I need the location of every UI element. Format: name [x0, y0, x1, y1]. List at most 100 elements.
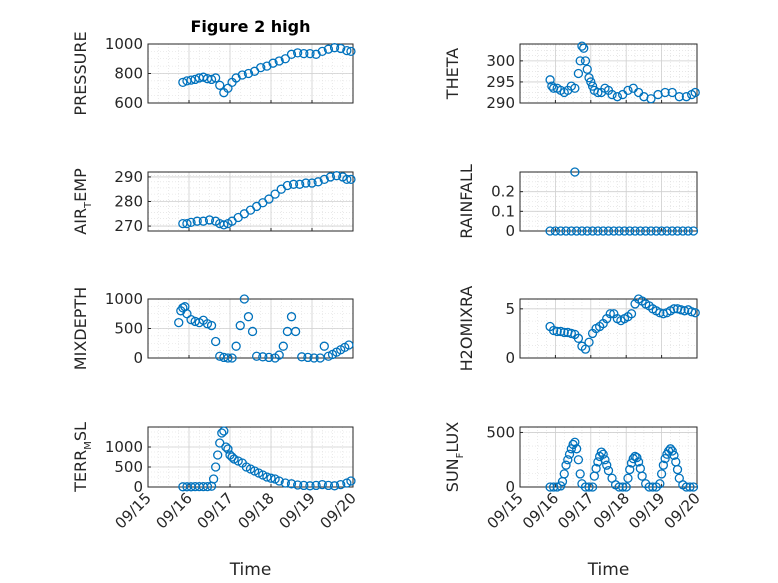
data-point	[307, 178, 317, 188]
data-point	[346, 46, 356, 57]
data-point	[593, 87, 603, 98]
y-axis-label: RAINFALL	[457, 164, 476, 239]
data-point	[623, 85, 633, 96]
data-point	[580, 482, 591, 492]
data-point	[342, 45, 352, 56]
data-point	[202, 481, 213, 492]
data-point	[609, 226, 619, 236]
data-point	[329, 43, 340, 53]
data-point	[580, 56, 591, 66]
data-point	[231, 341, 241, 351]
chart-title: Figure 2 high	[191, 17, 311, 36]
y-tick-label: 295	[486, 73, 515, 91]
y-axis-label: SUNFLUX	[443, 422, 466, 492]
data-point	[264, 194, 274, 204]
data-point	[323, 44, 334, 54]
data-point	[564, 449, 575, 459]
data-point	[690, 87, 700, 98]
x-tick-label: 09/16	[153, 489, 196, 532]
data-point	[303, 352, 313, 363]
x-tick-label: 09/18	[590, 489, 633, 532]
data-point	[607, 89, 617, 100]
data-point	[221, 442, 231, 452]
data-point	[247, 326, 258, 337]
data-point	[679, 306, 690, 316]
axes-box	[519, 171, 698, 232]
data-point	[262, 472, 272, 482]
data-point	[280, 478, 291, 488]
data-point	[288, 179, 299, 189]
data-point	[329, 481, 340, 491]
data-point	[305, 481, 315, 491]
data-point	[573, 333, 584, 343]
data-point	[658, 460, 669, 470]
y-tick-label: 0	[133, 478, 143, 496]
data-point	[600, 455, 610, 465]
data-point	[630, 226, 640, 236]
data-point	[190, 74, 200, 85]
data-point	[204, 215, 215, 225]
data-point	[299, 48, 309, 59]
data-point	[282, 180, 293, 191]
data-point	[556, 226, 566, 236]
y-tick-label: 1000	[105, 290, 143, 308]
data-point	[237, 70, 247, 80]
data-point	[346, 476, 356, 486]
y-tick-label: 0.1	[491, 202, 515, 220]
data-point	[210, 73, 221, 83]
data-point	[559, 469, 569, 479]
data-point	[651, 226, 661, 236]
data-point	[614, 226, 624, 236]
data-point	[570, 167, 580, 177]
data-point	[584, 337, 594, 347]
data-point	[561, 226, 571, 236]
data-point	[575, 56, 585, 66]
panel-theta: 290 295 300 THETA	[443, 41, 700, 112]
data-point	[235, 320, 245, 331]
data-point	[591, 463, 601, 474]
data-point	[202, 319, 213, 329]
y-tick-label: 290	[114, 168, 143, 186]
x-axis-label: Time	[587, 560, 630, 580]
data-point	[556, 481, 566, 491]
panel-terr_msl: 05001000TERRMSL09/1509/1609/1709/1809/19…	[71, 422, 360, 580]
data-point	[223, 444, 233, 454]
data-point	[286, 49, 297, 59]
x-tick-label: 09/16	[519, 489, 562, 532]
data-point	[573, 455, 584, 465]
data-point	[268, 58, 278, 68]
data-point	[182, 218, 192, 229]
data-point	[217, 428, 227, 438]
data-point	[317, 46, 327, 57]
y-tick-label: 280	[114, 193, 143, 211]
data-point	[323, 480, 334, 491]
panel-air_temp: 270 280 290 AIRTEMP	[71, 168, 356, 235]
data-point	[612, 92, 622, 102]
data-point	[681, 92, 692, 102]
data-point	[614, 482, 624, 492]
data-point	[618, 482, 628, 492]
y-axis-label: TERRMSL	[71, 422, 94, 493]
data-point	[292, 48, 303, 58]
x-axis-label: Time	[229, 560, 272, 580]
y-axis-label: H2OMIXRA	[457, 286, 476, 372]
data-point	[208, 474, 219, 484]
data-point	[266, 473, 276, 483]
data-point	[206, 74, 217, 85]
data-point	[274, 476, 284, 486]
data-point	[213, 450, 223, 460]
data-point	[688, 482, 699, 492]
data-point	[292, 480, 303, 490]
data-point	[662, 226, 672, 236]
data-point	[290, 326, 301, 337]
data-point	[635, 226, 646, 236]
data-point	[625, 226, 635, 236]
data-point	[625, 464, 635, 475]
data-point	[547, 81, 557, 91]
y-tick-label: 0	[133, 349, 143, 367]
data-point	[346, 174, 356, 185]
data-point	[586, 77, 596, 87]
data-point	[674, 92, 684, 102]
data-point	[596, 447, 607, 457]
data-point	[174, 317, 184, 328]
